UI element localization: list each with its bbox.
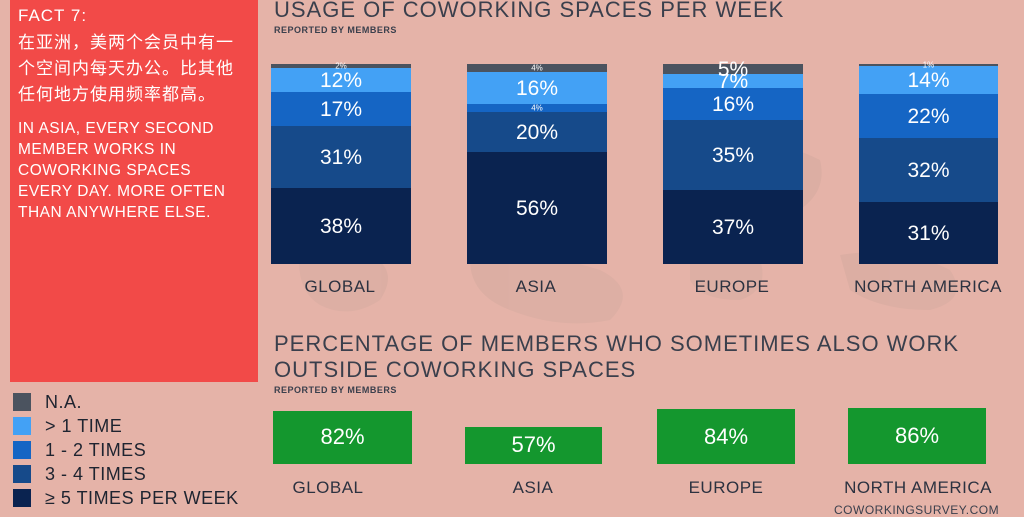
legend-item: 1 - 2 TIMES bbox=[13, 439, 273, 461]
stack-segment bbox=[467, 64, 607, 72]
legend-item: 3 - 4 TIMES bbox=[13, 463, 273, 485]
outside-bar: 84% bbox=[657, 409, 795, 464]
stack-segment-label: 7% bbox=[718, 70, 748, 93]
stack-segment-label: 4% bbox=[531, 104, 543, 113]
legend-swatch bbox=[13, 489, 31, 507]
stack-segment-label: 38% bbox=[320, 215, 362, 238]
stack-segment-label: 12% bbox=[320, 69, 362, 92]
outside-chart-title-line1: PERCENTAGE OF MEMBERS WHO SOMETIMES ALSO… bbox=[274, 331, 960, 356]
stack-segment-label: 16% bbox=[712, 93, 754, 116]
legend-item: ≥ 5 TIMES PER WEEK bbox=[13, 487, 273, 509]
fact-title: FACT 7: bbox=[18, 6, 88, 25]
legend-item: N.A. bbox=[13, 391, 273, 413]
outside-bar: 57% bbox=[465, 426, 602, 464]
outside-bar: 86% bbox=[848, 408, 986, 464]
outside-category-label: NORTH AMERICA bbox=[844, 478, 992, 497]
legend-label: ≥ 5 TIMES PER WEEK bbox=[45, 488, 239, 508]
stack-segment-label: 56% bbox=[516, 197, 558, 220]
stack-segment bbox=[271, 68, 411, 92]
stack-segment bbox=[271, 64, 411, 68]
legend-label: > 1 TIME bbox=[45, 416, 123, 436]
legend-label: 3 - 4 TIMES bbox=[45, 464, 147, 484]
stack-segment bbox=[271, 92, 411, 126]
fact-english-text: IN ASIA, EVERY SECOND MEMBER WORKS IN CO… bbox=[18, 120, 226, 221]
stack-segment bbox=[859, 138, 998, 202]
outside-bar-value: 84% bbox=[703, 423, 749, 449]
stack-segment-label: 1% bbox=[923, 61, 935, 70]
stack-segment bbox=[663, 74, 803, 88]
outside-category-label: ASIA bbox=[512, 478, 554, 497]
stack-segment-label: 2% bbox=[335, 62, 347, 71]
outside-bar-value: 82% bbox=[320, 424, 365, 450]
outside-chart-subtitle: REPORTED BY MEMBERS bbox=[274, 385, 397, 395]
stack-segment-label: 4% bbox=[531, 64, 543, 73]
stack-segment bbox=[467, 152, 607, 264]
stack-segment bbox=[663, 120, 803, 190]
stack-segment bbox=[467, 104, 607, 112]
outside-bar: 82% bbox=[273, 410, 412, 464]
usage-category-label: EUROPE bbox=[694, 277, 770, 296]
usage-stacked-bar-chart: 38%31%17%12%2%56%20%4%16%4%37%35%16%7%5%… bbox=[271, 58, 998, 264]
usage-chart-subtitle: REPORTED BY MEMBERS bbox=[274, 25, 397, 35]
stack-segment-label: 37% bbox=[712, 216, 754, 239]
legend-swatch bbox=[13, 465, 31, 483]
fact-panel: FACT 7: 在亚洲，美两个会员中有一个空间内每天办公。比其他任何地方使用频率… bbox=[10, 0, 258, 382]
stack-segment-label: 22% bbox=[907, 105, 949, 128]
stack-segment-label: 16% bbox=[516, 77, 558, 100]
legend-label: N.A. bbox=[45, 392, 83, 412]
stack-segment bbox=[859, 202, 998, 264]
outside-bar-value: 57% bbox=[511, 432, 556, 458]
legend-label: 1 - 2 TIMES bbox=[45, 440, 147, 460]
outside-chart-title-line2: OUTSIDE COWORKING SPACES bbox=[274, 357, 637, 382]
stack-segment bbox=[663, 190, 803, 264]
legend-swatch bbox=[13, 441, 31, 459]
stack-segment bbox=[467, 112, 607, 152]
usage-category-label: GLOBAL bbox=[304, 277, 376, 296]
stack-segment-label: 17% bbox=[320, 98, 362, 121]
stack-segment bbox=[859, 66, 998, 94]
stack-segment bbox=[663, 88, 803, 120]
stack-segment bbox=[271, 126, 411, 188]
outside-bar-value: 86% bbox=[894, 423, 940, 449]
stack-segment bbox=[467, 72, 607, 104]
stack-segment-label: 5% bbox=[718, 58, 748, 81]
legend-swatch bbox=[13, 417, 31, 435]
outside-category-label: GLOBAL bbox=[292, 478, 364, 497]
source-credit: COWORKINGSURVEY.COM bbox=[834, 503, 1000, 517]
stack-segment-label: 35% bbox=[712, 144, 754, 167]
stack-segment-label: 32% bbox=[907, 159, 949, 182]
stack-segment bbox=[663, 64, 803, 74]
stack-segment bbox=[859, 94, 998, 138]
stack-segment bbox=[859, 64, 998, 66]
stack-segment-label: 31% bbox=[907, 222, 949, 245]
fact-chinese-text: 在亚洲，美两个会员中有一个空间内每天办公。比其他任何地方使用频率都高。 bbox=[18, 33, 234, 104]
usage-category-label: NORTH AMERICA bbox=[854, 277, 1002, 296]
stack-segment-label: 20% bbox=[516, 121, 558, 144]
stack-segment-label: 14% bbox=[907, 69, 949, 92]
legend-item: > 1 TIME bbox=[13, 415, 273, 437]
usage-chart-title: USAGE OF COWORKING SPACES PER WEEK bbox=[274, 0, 785, 22]
usage-category-label: ASIA bbox=[515, 277, 557, 296]
stack-segment-label: 31% bbox=[320, 146, 362, 169]
outside-category-label: EUROPE bbox=[688, 478, 764, 497]
legend-swatch bbox=[13, 393, 31, 411]
stack-segment bbox=[271, 188, 411, 264]
